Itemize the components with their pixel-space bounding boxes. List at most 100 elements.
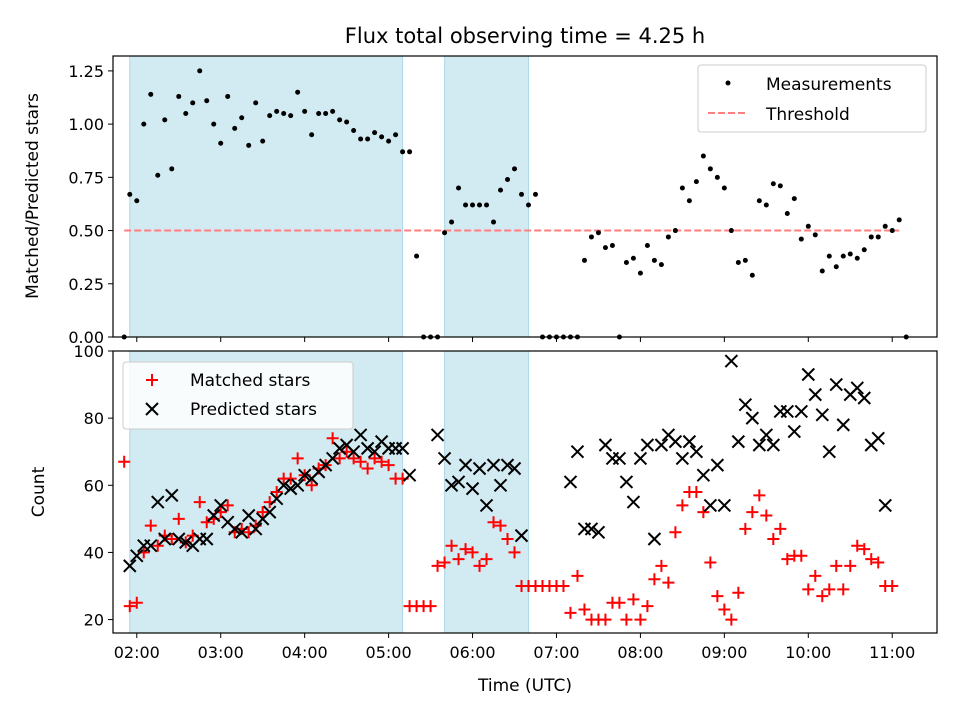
measurement-point-0305	[225, 93, 231, 99]
matched-point-0245	[193, 496, 206, 509]
matched-point-1025	[837, 583, 850, 596]
matched-point-0340	[270, 486, 283, 498]
matched-legend-label: Matched stars	[190, 371, 310, 391]
matched-point-1100	[886, 580, 899, 592]
predicted-point-0515	[402, 468, 417, 482]
predicted-point-0845	[696, 468, 711, 482]
xtick-label-0900: 09:00	[701, 643, 747, 662]
matched-point-0715	[571, 569, 584, 582]
measurement-point-0230	[176, 93, 182, 99]
predicted-point-0930	[759, 428, 774, 442]
matched-point-0620	[494, 519, 507, 532]
predicted-point-0545	[444, 478, 459, 492]
measurement-point-0520	[414, 253, 420, 259]
matched-point-0955	[795, 549, 808, 562]
measurement-point-0250	[204, 98, 210, 104]
measurement-point-0855	[714, 174, 720, 180]
matched-point-0710	[564, 606, 577, 619]
measurement-point-0440	[358, 136, 364, 142]
predicted-point-0925	[752, 438, 767, 452]
measurement-point-0505	[393, 132, 399, 138]
measurement-point-0430	[344, 119, 350, 125]
predicted-point-0340	[269, 492, 284, 506]
chart-title: Flux total observing time = 4.25 h	[345, 24, 705, 48]
count-ytick-label: 100	[73, 342, 104, 361]
predicted-point-0215	[151, 495, 165, 509]
matched-point-1005	[809, 569, 822, 582]
ratio-panel-frame	[112, 55, 938, 338]
predicted-point-0320	[241, 508, 256, 523]
measurements-series	[121, 68, 909, 340]
predicted-point-0620	[493, 478, 508, 492]
predicted-point-0915	[738, 398, 753, 412]
observing-window-2	[444, 350, 529, 634]
matched-point-0500	[382, 459, 395, 472]
predicted-stars-series	[123, 354, 892, 573]
predicted-point-1010	[815, 408, 829, 422]
measurement-point-0815	[658, 262, 664, 268]
matched-point-0830	[676, 499, 689, 512]
matched-point-1015	[823, 583, 836, 596]
matched-point-0440	[354, 455, 367, 468]
matched-point-0250	[200, 516, 213, 529]
matched-point-0455	[375, 455, 388, 468]
measurement-point-1010	[819, 268, 825, 274]
predicted-point-0910	[731, 434, 746, 449]
measurement-point-0920	[749, 272, 755, 278]
matched-point-0745	[613, 596, 626, 609]
matched-point-0735	[599, 613, 612, 626]
measurement-point-0445	[365, 136, 371, 142]
predicted-point-1050	[871, 431, 885, 445]
measurement-point-0515	[407, 149, 413, 155]
measurement-point-0225	[169, 166, 175, 172]
predicted-point-0725	[584, 522, 599, 536]
measurement-point-0625	[505, 176, 511, 182]
measurement-point-0245	[197, 68, 203, 74]
matched-point-0820	[662, 576, 675, 589]
matched-point-0435	[347, 452, 360, 465]
measurement-point-0435	[351, 128, 357, 134]
matched-point-0815	[655, 559, 668, 572]
predicted-point-0920	[745, 411, 760, 425]
predicted-point-0235	[179, 535, 193, 550]
measurement-point-0735	[602, 245, 608, 251]
matched-point-0600	[466, 546, 479, 559]
measurement-point-0600	[470, 202, 476, 208]
measurement-point-1035	[854, 255, 860, 261]
predicted-point-0425	[332, 441, 347, 456]
measurement-point-0205	[141, 121, 147, 127]
matched-point-0350	[284, 472, 297, 485]
predicted-point-0625	[500, 458, 515, 472]
matched-point-0805	[641, 600, 654, 613]
predicted-point-0830	[675, 451, 690, 466]
predicted-point-0840	[689, 445, 704, 459]
measurement-point-0645	[532, 191, 538, 197]
measurement-point-0405	[309, 132, 315, 138]
measurement-point-0925	[756, 198, 762, 204]
measurement-point-0605	[477, 202, 483, 208]
measurement-point-0450	[372, 130, 378, 136]
measurement-point-0350	[288, 113, 294, 119]
measurement-point-0725	[588, 234, 594, 240]
measurement-point-0315	[239, 115, 245, 121]
matched-point-1040	[858, 543, 871, 556]
predicted-point-0815	[654, 438, 669, 452]
measurement-point-0945	[784, 211, 790, 217]
matched-point-1045	[865, 553, 878, 566]
measurement-point-0300	[218, 140, 224, 146]
measurement-point-0630	[512, 166, 518, 172]
matched-point-1035	[851, 539, 864, 552]
matched-point-0915	[739, 522, 752, 535]
matched-point-0945	[781, 553, 794, 566]
predicted-point-0510	[395, 441, 410, 456]
measurement-point-0345	[281, 110, 287, 116]
predicted-point-0310	[228, 522, 242, 536]
measurement-point-0415	[323, 110, 329, 116]
measurement-point-1020	[833, 264, 839, 270]
measurement-point-0940	[777, 183, 783, 189]
xtick-label-0400: 04:00	[282, 643, 328, 662]
predicted-point-0935	[766, 438, 781, 452]
predicted-point-0605	[472, 461, 487, 476]
matched-point-0910	[732, 586, 745, 599]
predicted-point-0610	[479, 498, 494, 513]
